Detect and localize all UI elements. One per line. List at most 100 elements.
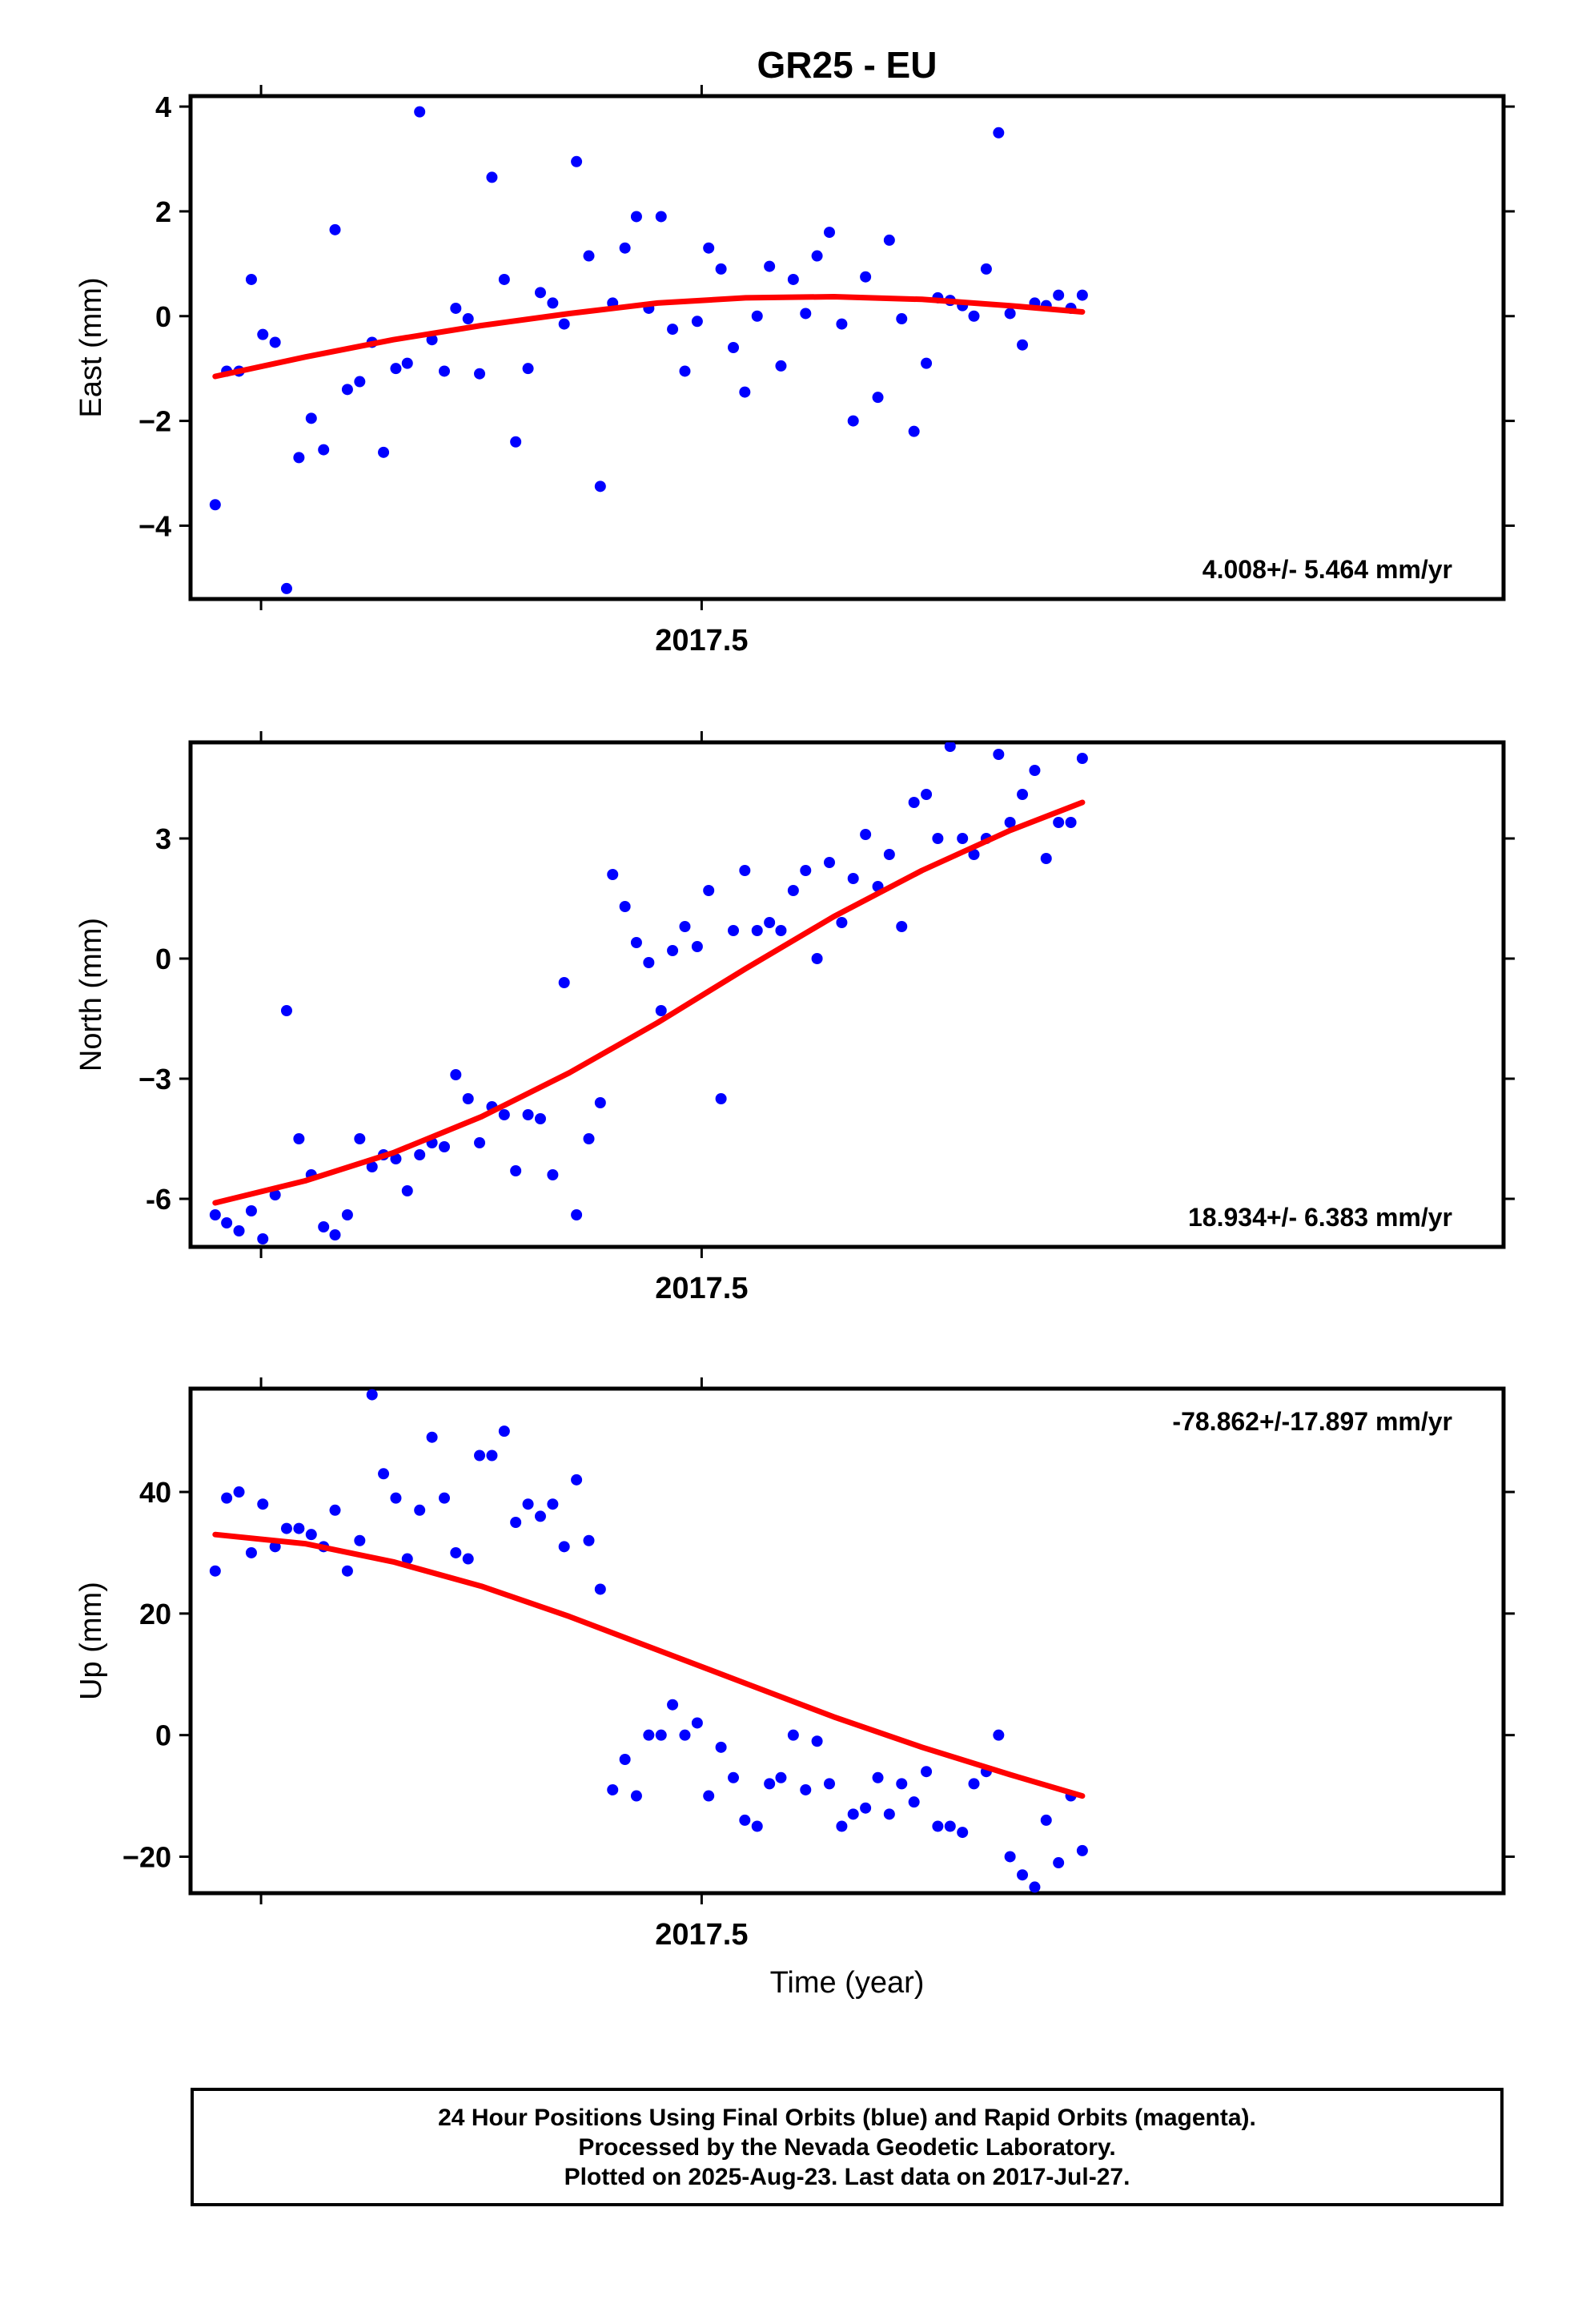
up-data-point [510, 1516, 522, 1528]
east-data-point [293, 452, 305, 464]
up-data-point [968, 1778, 980, 1790]
east-data-point [583, 250, 595, 262]
up-data-point [305, 1529, 317, 1541]
north-plot-area [209, 742, 1088, 1244]
north-rate-label: 18.934+/- 6.383 mm/yr [1188, 1203, 1452, 1232]
north-ytick-label: 3 [155, 822, 171, 855]
north-data-point [619, 901, 631, 912]
north-data-point [860, 829, 872, 840]
east-data-point [872, 392, 884, 404]
east-data-point [1076, 289, 1088, 301]
north-data-point [715, 1093, 727, 1104]
north-data-point [534, 1113, 546, 1124]
up-data-point [1029, 1881, 1041, 1893]
north-data-point [728, 925, 740, 936]
north-data-point [233, 1225, 245, 1236]
north-data-point [318, 1221, 330, 1232]
north-data-point [823, 857, 835, 868]
north-data-point [993, 749, 1005, 760]
east-data-point [245, 273, 257, 285]
east-data-point [908, 425, 920, 437]
up-data-point [655, 1729, 667, 1741]
up-data-point [944, 1820, 956, 1832]
east-data-point [1004, 308, 1016, 320]
up-data-point [474, 1449, 486, 1462]
north-data-point [787, 885, 799, 896]
north-data-point [209, 1209, 221, 1220]
north-data-point [547, 1169, 559, 1180]
up-data-point [764, 1778, 776, 1790]
north-panel: -6 −3 0 3 2017.5 North (mm) 18.934+/- 6.383 mm… [74, 731, 1515, 1305]
north-data-point [921, 789, 933, 800]
north-data-point [764, 917, 776, 928]
up-data-point [883, 1808, 895, 1820]
up-data-point [630, 1790, 642, 1802]
up-data-point [751, 1820, 763, 1832]
chart-title: GR25 - EU [757, 44, 938, 86]
up-data-point [1040, 1814, 1052, 1826]
north-data-point [498, 1109, 510, 1120]
east-data-point [896, 313, 908, 325]
north-data-point [594, 1097, 606, 1108]
east-data-point [883, 234, 895, 246]
up-data-point [534, 1510, 546, 1522]
north-data-point [1004, 817, 1016, 828]
up-data-point [679, 1729, 691, 1741]
up-data-point [438, 1492, 450, 1504]
north-data-point [908, 797, 920, 808]
up-ytick-label: 40 [139, 1476, 171, 1509]
up-data-point [643, 1729, 655, 1741]
north-data-point [390, 1153, 402, 1164]
north-data-point [1065, 817, 1077, 828]
up-fit-curve [212, 1531, 1086, 1799]
up-data-point [896, 1778, 908, 1790]
up-data-point [932, 1820, 944, 1832]
east-ytick-label: −2 [139, 405, 171, 438]
east-data-point [462, 313, 474, 325]
up-data-point [847, 1808, 859, 1820]
north-data-point [354, 1133, 366, 1144]
up-data-point [1004, 1851, 1016, 1863]
north-data-point [739, 865, 751, 876]
east-plot-area [209, 106, 1088, 594]
east-data-point [847, 415, 859, 427]
east-y-axis-label: East (mm) [74, 277, 108, 417]
north-data-point [944, 742, 956, 752]
up-data-point [233, 1486, 245, 1498]
up-data-point [583, 1534, 595, 1546]
east-data-point [860, 271, 872, 283]
east-xtick-label: 2017.5 [655, 624, 748, 657]
north-data-point [630, 937, 642, 948]
north-data-point [667, 945, 679, 956]
east-data-point [993, 127, 1005, 139]
north-data-point [811, 953, 823, 964]
north-data-point [836, 917, 848, 928]
east-data-point [390, 363, 402, 375]
east-data-point [751, 310, 763, 322]
east-plot-frame [188, 94, 1506, 601]
east-data-point [800, 308, 812, 320]
footer-note-box: 24 Hour Positions Using Final Orbits (bl… [191, 2088, 1504, 2206]
east-data-point [823, 227, 835, 239]
north-fit-curve [212, 799, 1086, 1206]
north-data-point [1076, 753, 1088, 764]
up-data-point [607, 1783, 619, 1795]
east-data-point [679, 365, 691, 377]
east-data-point [775, 360, 787, 372]
east-data-point [498, 273, 510, 285]
north-data-point [510, 1165, 522, 1176]
up-data-point [571, 1474, 583, 1486]
north-data-point [414, 1149, 426, 1160]
north-data-point [293, 1133, 305, 1144]
north-data-point [883, 849, 895, 860]
up-rate-label: -78.862+/-17.897 mm/yr [1172, 1407, 1452, 1436]
up-data-point [414, 1504, 426, 1516]
up-data-point [1053, 1857, 1065, 1869]
east-data-point [486, 171, 498, 183]
east-data-point [594, 480, 606, 493]
east-ytick-label: 2 [155, 195, 171, 228]
up-data-point [498, 1425, 510, 1437]
up-data-point [739, 1814, 751, 1826]
east-data-point [667, 324, 679, 336]
